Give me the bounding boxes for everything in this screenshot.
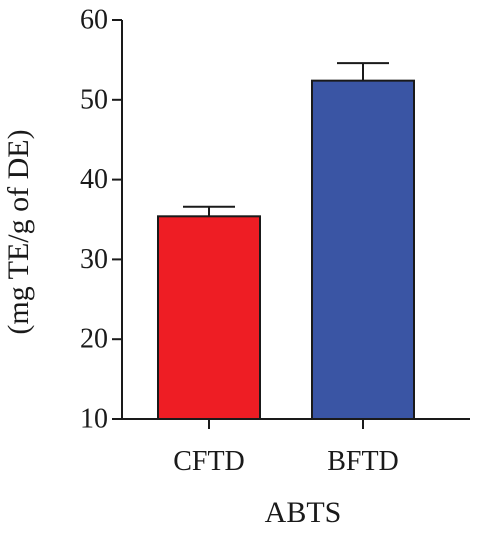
x-tick-label: BFTD [327, 446, 399, 477]
y-tick-label: 30 [80, 244, 108, 275]
y-tick-label: 10 [80, 404, 108, 435]
bar-bftd [311, 79, 415, 420]
y-tick-label: 40 [80, 164, 108, 195]
y-tick-label: 20 [80, 324, 108, 355]
bars [157, 62, 415, 420]
y-tick-label: 50 [80, 84, 108, 115]
bar-cftd [157, 215, 261, 420]
y-axis-title: (mg TE/g of DE) [2, 129, 35, 334]
x-tick-label: CFTD [173, 446, 245, 477]
x-axis-title: ABTS [265, 496, 342, 529]
x-axis: CFTD BFTD [122, 418, 470, 477]
y-tick-label: 60 [80, 5, 108, 36]
y-axis: 10 20 30 40 50 60 [80, 5, 123, 435]
